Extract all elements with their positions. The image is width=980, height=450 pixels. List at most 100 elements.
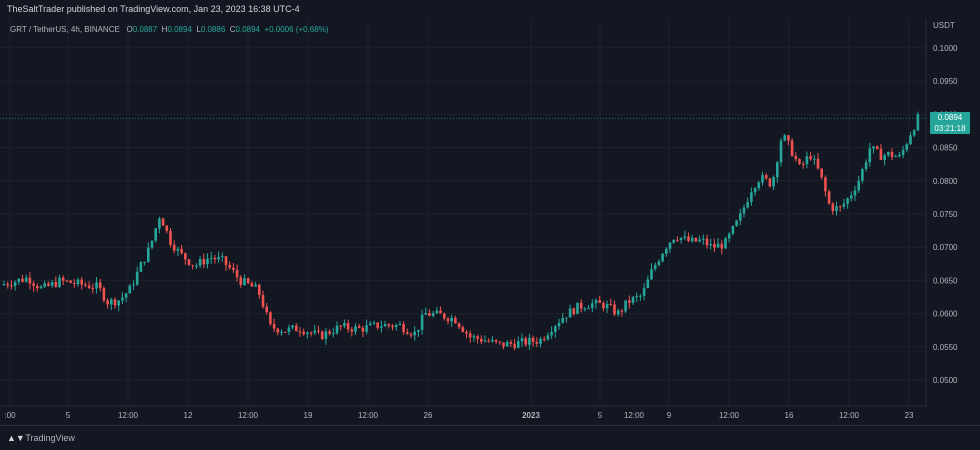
candle-body <box>502 342 505 347</box>
candle-body <box>872 146 875 149</box>
candle-body <box>76 279 80 285</box>
candle-body <box>150 240 154 248</box>
candle-body <box>424 313 428 315</box>
candle-body <box>676 239 679 241</box>
candle-body <box>450 317 453 322</box>
candle-body <box>10 285 13 287</box>
change-value: +0.0006 (+0.68%) <box>264 25 329 34</box>
candle-body <box>61 277 65 281</box>
candle-body <box>535 341 539 344</box>
candle-body <box>246 278 250 284</box>
candle-body <box>232 267 235 270</box>
candle-body <box>831 203 835 212</box>
candle-body <box>768 178 772 187</box>
candle-body <box>494 339 498 342</box>
candle-body <box>243 278 246 286</box>
candle-body <box>54 282 58 287</box>
candle-body <box>309 332 313 334</box>
tradingview-brand[interactable]: TradingView <box>25 433 75 443</box>
candle-body <box>413 331 416 336</box>
candle-body <box>165 225 169 231</box>
candle-body <box>764 175 768 179</box>
candle-body <box>206 258 209 265</box>
candle-body <box>343 323 346 327</box>
candle-body <box>43 283 46 287</box>
x-tick-label: 16 <box>785 411 794 420</box>
candle-body <box>280 331 283 333</box>
candle-body <box>380 326 383 328</box>
candle-body <box>431 313 435 316</box>
candle-body <box>39 286 43 289</box>
symbol-name: GRT / TetherUS, 4h, BINANCE <box>10 25 120 34</box>
candle-body <box>191 264 194 266</box>
candle-body <box>528 337 531 345</box>
x-tick-label: 26 <box>424 411 433 420</box>
y-tick-label: 0.0600 <box>933 310 958 319</box>
candle-body <box>439 310 442 314</box>
candle-body <box>542 338 546 340</box>
candle-body <box>750 192 753 202</box>
candle-body <box>110 299 113 305</box>
candle-body <box>335 325 339 334</box>
candle-body <box>735 220 738 226</box>
candle-body <box>613 304 616 315</box>
candle-body <box>428 313 431 316</box>
x-tick-label: 2023 <box>522 411 540 420</box>
candle-body <box>739 213 742 221</box>
candle-body <box>591 303 594 308</box>
candle-body <box>324 331 328 340</box>
candle-body <box>328 331 331 334</box>
candle-body <box>794 156 798 160</box>
candle-body <box>842 203 846 207</box>
candle-body <box>198 259 202 266</box>
candle-body <box>702 238 705 240</box>
candle-body <box>158 218 161 229</box>
candle-body <box>683 236 687 238</box>
candle-body <box>313 330 317 333</box>
candle-body <box>742 207 746 214</box>
candle-body <box>554 326 557 332</box>
candle-body <box>135 271 139 285</box>
candle-body <box>635 296 638 298</box>
chart-area[interactable]: 0.10000.09500.09000.08500.08000.07500.07… <box>0 18 980 425</box>
candle-body <box>505 342 509 347</box>
candle-body <box>668 242 672 249</box>
candle-body <box>21 278 24 282</box>
candle-body <box>113 299 117 306</box>
candle-body <box>332 333 335 335</box>
candle-body <box>357 326 361 328</box>
candle-body <box>443 313 446 319</box>
candle-body <box>17 278 21 283</box>
candle-body <box>609 304 613 306</box>
high-value: 0.0894 <box>167 25 192 34</box>
candlestick-chart[interactable]: 0.10000.09500.09000.08500.08000.07500.07… <box>0 18 980 425</box>
candle-body <box>6 284 9 286</box>
candle-body <box>80 279 83 285</box>
candle-body <box>221 256 224 258</box>
close-label: C <box>229 25 236 34</box>
candle-body <box>287 327 291 332</box>
candle-body <box>376 322 379 328</box>
candle-body <box>846 198 849 204</box>
candle-body <box>687 236 690 242</box>
candle-body <box>890 152 894 157</box>
candle-body <box>147 247 150 262</box>
candle-body <box>228 265 231 268</box>
y-tick-label: 0.0950 <box>933 77 958 86</box>
candle-body <box>576 302 579 315</box>
x-tick-label: 9 <box>667 411 672 420</box>
candle-body <box>176 248 180 251</box>
candle-body <box>13 282 17 287</box>
candle-body <box>912 130 916 136</box>
x-tick-label: 5 <box>598 411 603 420</box>
candle-body <box>757 182 761 189</box>
candle-body <box>269 312 272 324</box>
high-label: H <box>161 25 168 34</box>
candle-body <box>213 257 217 260</box>
tradingview-logo-icon[interactable]: ▲▼ <box>7 433 25 443</box>
candle-body <box>154 228 157 241</box>
candle-body <box>594 300 598 304</box>
candle-body <box>605 304 609 309</box>
low-label: L <box>196 25 201 34</box>
candle-body <box>139 262 143 272</box>
